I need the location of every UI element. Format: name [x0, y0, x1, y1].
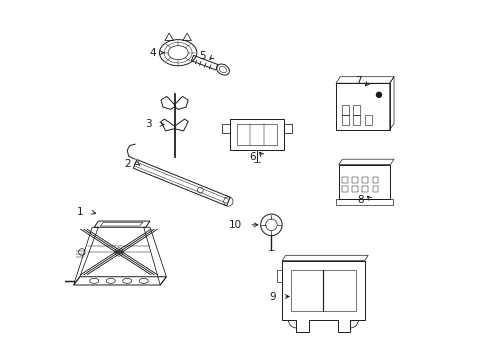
Text: 5: 5 — [199, 51, 205, 61]
Text: 10: 10 — [228, 220, 241, 230]
Circle shape — [376, 92, 381, 97]
Text: 3: 3 — [145, 120, 152, 129]
Text: 7: 7 — [354, 76, 361, 86]
Text: 9: 9 — [268, 292, 275, 302]
Text: 6: 6 — [249, 152, 255, 162]
Text: 2: 2 — [123, 159, 130, 169]
Text: 1: 1 — [77, 207, 83, 217]
Text: 4: 4 — [149, 48, 155, 58]
Text: 8: 8 — [356, 195, 363, 205]
